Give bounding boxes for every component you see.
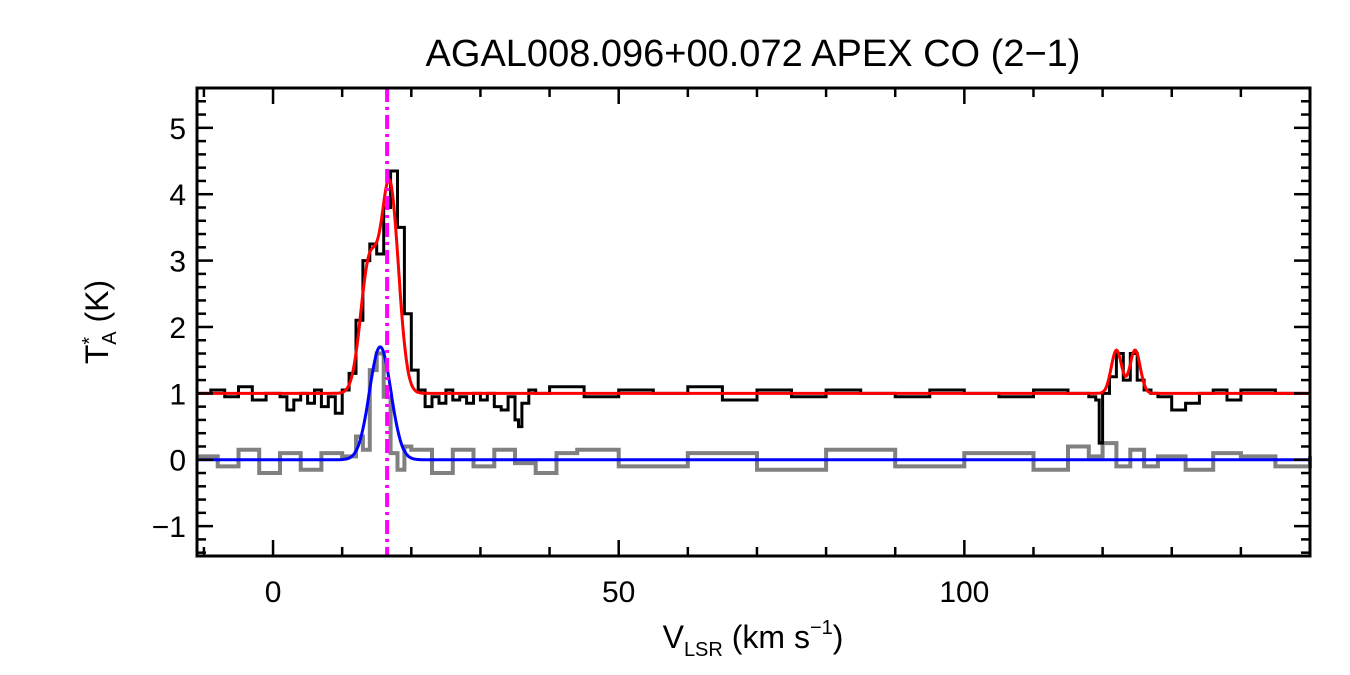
x-axis-label-subscript: LSR bbox=[684, 639, 723, 661]
chart-title: AGAL008.096+00.072 APEX CO (2−1) bbox=[426, 33, 1081, 75]
y-tick-label: 3 bbox=[169, 246, 186, 279]
observed-spectrum-line bbox=[197, 169, 1310, 445]
plot-frame bbox=[195, 86, 1312, 558]
y-axis-label-unit: (K) bbox=[79, 280, 115, 332]
x-axis-label-main: V bbox=[663, 619, 685, 655]
component-fit-curve bbox=[197, 345, 1310, 462]
x-tick-label: 50 bbox=[602, 576, 635, 609]
y-tick-label: 5 bbox=[169, 113, 186, 146]
y-axis-label-group: T*A (K) bbox=[79, 280, 121, 364]
y-axis-label-subscript: A bbox=[99, 331, 121, 345]
y-axis-label-main: T bbox=[79, 345, 115, 365]
x-tick-label: 100 bbox=[939, 576, 989, 609]
y-tick-label: 0 bbox=[169, 445, 186, 478]
x-axis-label-unit: (km s bbox=[723, 619, 810, 655]
y-axis-label-superscript: * bbox=[79, 337, 101, 345]
residual-spectrum-line bbox=[197, 351, 1312, 475]
y-axis-label: T*A (K) bbox=[79, 280, 121, 364]
axis-ticks: 0 50 100 −1 0 1 2 3 4 5 bbox=[152, 88, 1312, 609]
x-axis-label: VLSR (km s−1) bbox=[663, 617, 844, 661]
y-tick-label: 2 bbox=[169, 312, 186, 345]
plot-area bbox=[197, 88, 1312, 556]
y-tick-label: −1 bbox=[152, 511, 186, 544]
x-tick-label: 0 bbox=[265, 576, 282, 609]
x-axis-label-close: ) bbox=[833, 619, 844, 655]
x-axis-label-superscript: −1 bbox=[810, 617, 833, 639]
y-tick-label: 1 bbox=[169, 378, 186, 411]
total-fit-curve bbox=[197, 177, 1310, 395]
y-tick-label: 4 bbox=[169, 179, 186, 212]
